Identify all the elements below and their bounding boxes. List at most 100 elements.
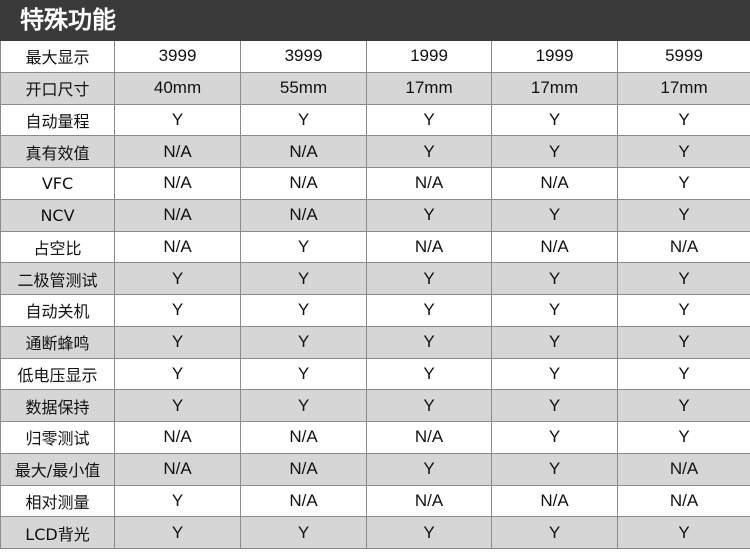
table-cell: N/A xyxy=(491,167,618,200)
table-row: 数据保持 Y Y Y Y Y xyxy=(0,389,750,422)
table-cell: N/A xyxy=(366,230,492,264)
table-cell: Y xyxy=(240,357,367,391)
table-cell: Y xyxy=(491,294,618,327)
table-cell: N/A xyxy=(114,135,241,168)
table-row: 占空比 N/A Y N/A N/A N/A xyxy=(0,230,750,264)
table-cell: Y xyxy=(491,198,618,232)
table-cell: Y xyxy=(114,103,241,137)
row-label: 数据保持 xyxy=(0,389,115,422)
table-cell: Y xyxy=(240,389,367,422)
table-cell: N/A xyxy=(114,167,241,200)
table-cell: N/A xyxy=(617,452,750,486)
table-cell: Y xyxy=(240,294,367,327)
table-cell: N/A xyxy=(491,484,618,518)
table-cell: Y xyxy=(617,167,750,200)
table-cell: Y xyxy=(617,516,750,549)
table-cell: N/A xyxy=(617,230,750,264)
table-cell: Y xyxy=(240,325,367,359)
table-cell: Y xyxy=(617,294,750,327)
table-row: 通断蜂鸣 Y Y Y Y Y xyxy=(0,325,750,359)
table-cell: Y xyxy=(617,421,750,454)
table-cell: N/A xyxy=(617,484,750,518)
table-cell: N/A xyxy=(366,421,492,454)
table-cell: Y xyxy=(491,325,618,359)
row-label: 最大显示 xyxy=(0,41,115,73)
table-cell: Y xyxy=(114,262,241,295)
table-row: 真有效值 N/A N/A Y Y Y xyxy=(0,135,750,168)
table-cell: Y xyxy=(617,198,750,232)
table-cell: Y xyxy=(491,135,618,168)
table-cell: Y xyxy=(114,357,241,391)
row-label: VFC xyxy=(0,167,115,200)
table-cell: Y xyxy=(617,103,750,137)
table-cell: Y xyxy=(366,294,492,327)
table-cell: Y xyxy=(366,357,492,391)
table-cell: 55mm xyxy=(240,71,367,105)
table-row: 最大/最小值 N/A N/A Y Y N/A xyxy=(0,452,750,486)
table-cell: 40mm xyxy=(114,71,241,105)
row-label: NCV xyxy=(0,198,115,232)
table-cell: N/A xyxy=(114,421,241,454)
table-cell: Y xyxy=(366,516,492,549)
table-cell: 17mm xyxy=(491,71,618,105)
table-row: NCV N/A N/A Y Y Y xyxy=(0,198,750,232)
table-cell: Y xyxy=(366,103,492,137)
table-row: 最大显示 3999 3999 1999 1999 5999 xyxy=(0,41,750,73)
table-cell: Y xyxy=(491,357,618,391)
table-cell: Y xyxy=(366,452,492,486)
table-cell: N/A xyxy=(240,167,367,200)
table-row: 二极管测试 Y Y Y Y Y xyxy=(0,262,750,295)
table-cell: N/A xyxy=(240,484,367,518)
row-label: 相对测量 xyxy=(0,484,115,518)
table-cell: N/A xyxy=(114,452,241,486)
section-title: 特殊功能 xyxy=(0,0,750,41)
table-cell: Y xyxy=(491,516,618,549)
table-row: VFC N/A N/A N/A N/A Y xyxy=(0,167,750,200)
table-cell: 1999 xyxy=(491,41,618,73)
table-cell: 3999 xyxy=(240,41,367,73)
row-label: 真有效值 xyxy=(0,135,115,168)
table-cell: 1999 xyxy=(366,41,492,73)
table-cell: N/A xyxy=(240,452,367,486)
table-cell: Y xyxy=(114,325,241,359)
feature-table: 最大显示 3999 3999 1999 1999 5999 开口尺寸 40mm 55mm 17mm… xyxy=(0,41,750,549)
table-cell: N/A xyxy=(240,421,367,454)
row-label: 最大/最小值 xyxy=(0,452,115,486)
table-cell: N/A xyxy=(114,230,241,264)
table-cell: Y xyxy=(366,325,492,359)
table-cell: N/A xyxy=(240,135,367,168)
table-cell: 17mm xyxy=(366,71,492,105)
table-cell: Y xyxy=(240,230,367,264)
table-cell: Y xyxy=(366,262,492,295)
table-cell: N/A xyxy=(240,198,367,232)
table-cell: Y xyxy=(366,135,492,168)
row-label: 自动关机 xyxy=(0,294,115,327)
row-label: 开口尺寸 xyxy=(0,71,115,105)
table-cell: Y xyxy=(240,262,367,295)
table-cell: Y xyxy=(617,135,750,168)
table-cell: 3999 xyxy=(114,41,241,73)
table-cell: Y xyxy=(491,421,618,454)
row-label: 二极管测试 xyxy=(0,262,115,295)
table-cell: 5999 xyxy=(617,41,750,73)
table-row: 归零测试 N/A N/A N/A Y Y xyxy=(0,421,750,454)
table-cell: Y xyxy=(366,198,492,232)
table-cell: Y xyxy=(491,103,618,137)
row-label: 占空比 xyxy=(0,230,115,264)
table-cell: N/A xyxy=(491,230,618,264)
table-cell: Y xyxy=(617,357,750,391)
table-row: 低电压显示 Y Y Y Y Y xyxy=(0,357,750,391)
table-cell: Y xyxy=(491,452,618,486)
table-cell: N/A xyxy=(366,484,492,518)
table-cell: Y xyxy=(114,294,241,327)
row-label: 归零测试 xyxy=(0,421,115,454)
table-row: 相对测量 Y N/A N/A N/A N/A xyxy=(0,484,750,518)
table-cell: N/A xyxy=(114,198,241,232)
table-cell: Y xyxy=(617,325,750,359)
table-cell: Y xyxy=(617,262,750,295)
row-label: 自动量程 xyxy=(0,103,115,137)
table-cell: Y xyxy=(617,389,750,422)
table-cell: Y xyxy=(491,389,618,422)
row-label: 通断蜂鸣 xyxy=(0,325,115,359)
table-cell: N/A xyxy=(366,167,492,200)
